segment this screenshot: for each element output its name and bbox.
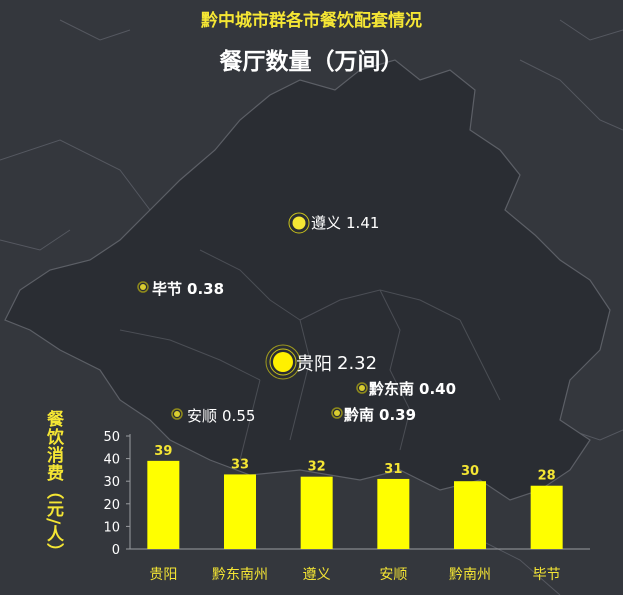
x-tick-label: 贵阳 <box>149 567 177 583</box>
bar[interactable] <box>224 474 256 549</box>
map-point-anshun[interactable] <box>171 408 183 420</box>
city-label-qiandongnan: 黔东南 0.40 <box>369 378 456 399</box>
prefecture-borders <box>119 249 501 461</box>
y-tick-label: 10 <box>103 520 120 535</box>
city-value: 1.41 <box>346 213 380 232</box>
bar[interactable] <box>377 478 410 549</box>
map-point-qiannan[interactable] <box>331 407 343 419</box>
chart-y-axis-label: 餐饮消费（元/人） <box>43 410 63 562</box>
map-subtitle: 餐厅数量（万间） <box>219 49 404 75</box>
bar-value-label: 30 <box>461 464 479 479</box>
city-label-guiyang: 贵阳 2.32 <box>296 350 377 376</box>
map-point-guiyang[interactable] <box>265 344 301 380</box>
x-tick-label: 黔南州 <box>449 567 491 583</box>
map-point-zunyi[interactable] <box>288 212 310 234</box>
y-tick-label: 0 <box>112 543 120 558</box>
city-label-anshun: 安顺 0.55 <box>187 405 255 426</box>
y-tick-label: 30 <box>103 475 120 490</box>
province-outline <box>4 59 611 501</box>
city-value: 0.38 <box>187 279 225 298</box>
x-tick-label: 黔东南州 <box>212 567 268 583</box>
bar-value-label: 31 <box>384 462 402 477</box>
city-name: 贵阳 <box>296 354 332 375</box>
city-value: 0.39 <box>379 405 417 424</box>
neighbor-boundaries <box>0 19 623 595</box>
x-tick-label: 安顺 <box>379 567 407 583</box>
city-name: 黔南 <box>344 406 375 424</box>
y-tick-label: 40 <box>103 453 120 468</box>
city-name: 黔东南 <box>369 380 415 398</box>
city-name: 安顺 <box>187 407 218 425</box>
bar[interactable] <box>454 481 486 549</box>
bar-value-label: 39 <box>154 444 172 459</box>
y-tick-label: 20 <box>103 498 120 513</box>
page-title: 黔中城市群各市餐饮配套情况 <box>201 11 422 31</box>
city-value: 0.55 <box>222 406 256 425</box>
bar-chart: 0 10 20 30 40 50 39 贵阳 33 黔东南州 32 遵义 31 安顺 30 黔南州 28 毕节 <box>103 430 590 583</box>
y-tick-label: 50 <box>103 430 120 445</box>
city-name: 遵义 <box>311 214 342 232</box>
city-name: 毕节 <box>152 280 183 298</box>
city-value: 0.40 <box>419 379 457 398</box>
bar[interactable] <box>530 485 563 549</box>
bar[interactable] <box>147 460 180 549</box>
map-point-bijie[interactable] <box>137 281 149 293</box>
city-label-bijie: 毕节 0.38 <box>152 278 224 299</box>
x-tick-label: 遵义 <box>303 566 331 583</box>
city-label-zunyi: 遵义 1.41 <box>311 212 379 233</box>
map-point-qiandongnan[interactable] <box>356 382 368 394</box>
bar-value-label: 33 <box>231 457 249 472</box>
city-value: 2.32 <box>337 352 378 374</box>
bar[interactable] <box>300 476 333 549</box>
city-label-qiannan: 黔南 0.39 <box>344 404 416 425</box>
bar-value-label: 32 <box>308 460 326 475</box>
bar-value-label: 28 <box>538 469 556 484</box>
x-tick-label: 毕节 <box>533 567 561 583</box>
